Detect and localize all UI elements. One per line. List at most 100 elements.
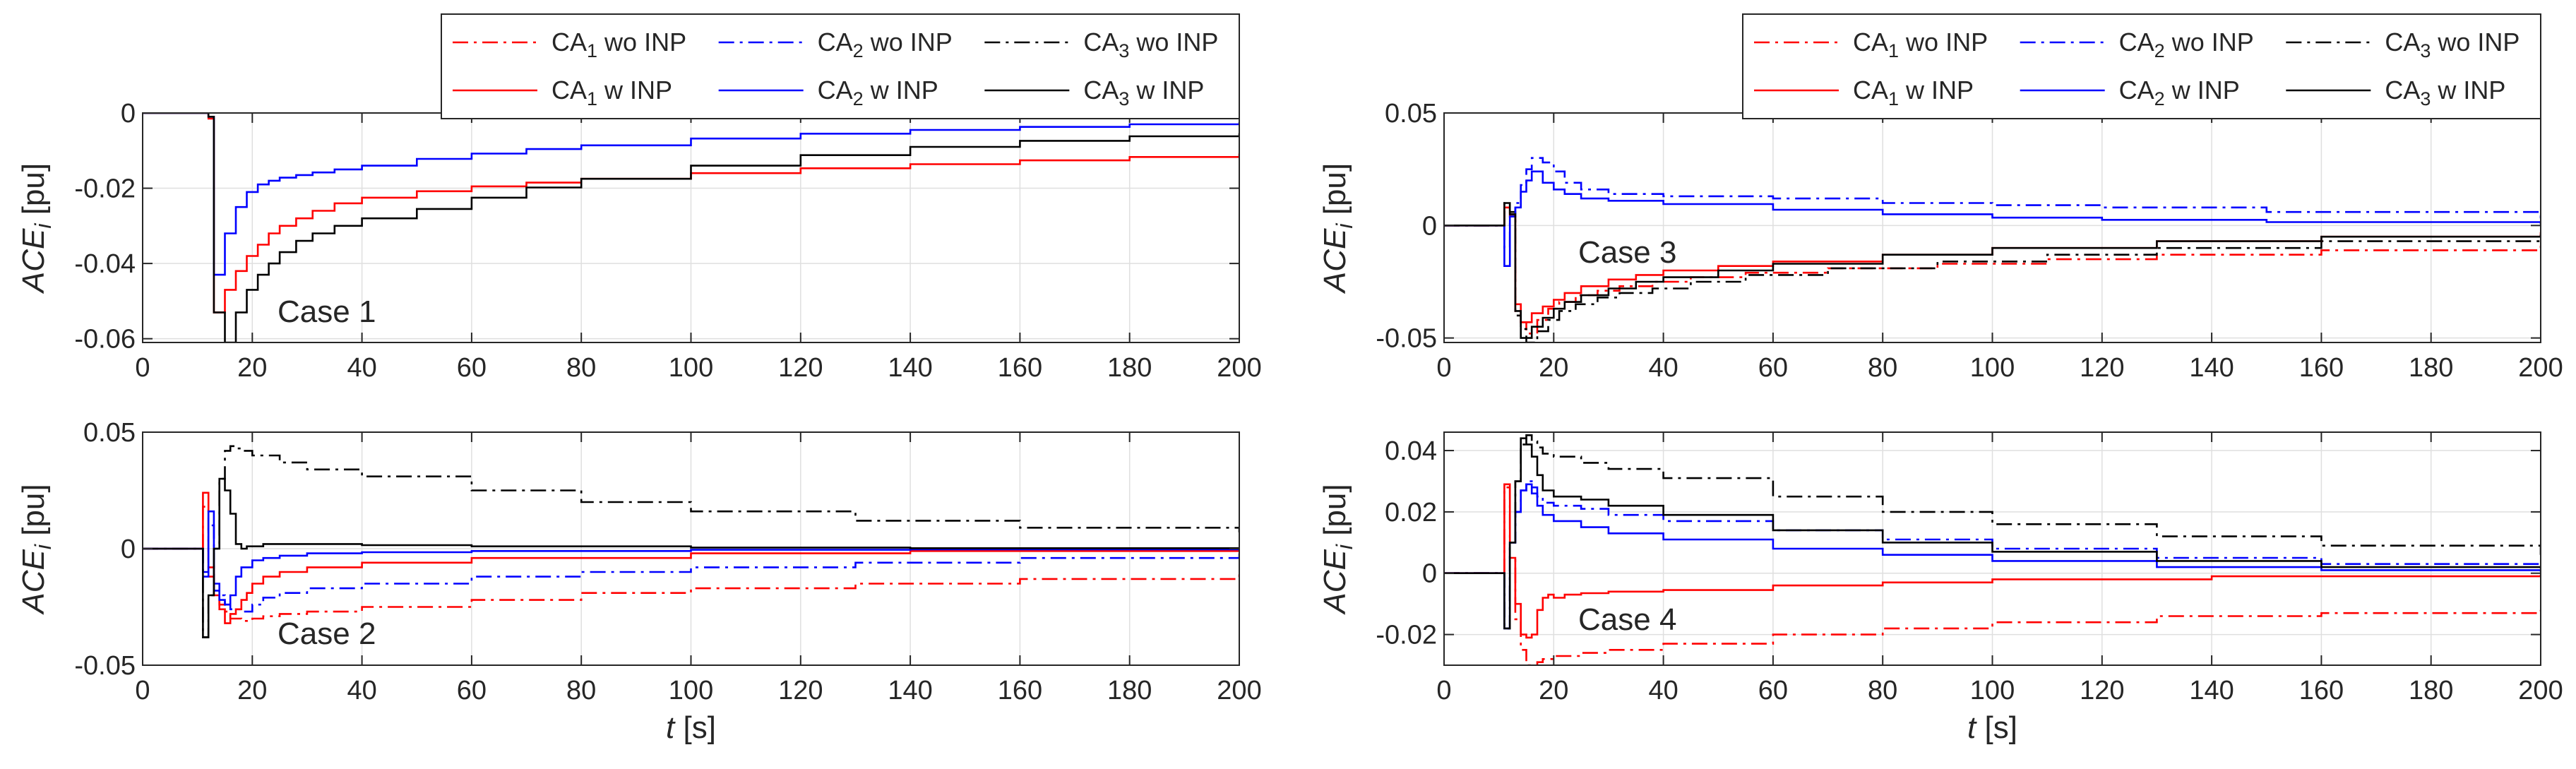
series-group (143, 445, 1239, 638)
x-tick-label: 40 (1648, 353, 1678, 383)
x-tick-label: 40 (1648, 676, 1678, 705)
y-tick-label: -0.04 (74, 249, 136, 279)
y-axis-label: ACEi [pu] (16, 163, 56, 294)
y-tick-label: -0.05 (1376, 324, 1437, 354)
series-line (1444, 206, 2541, 335)
legend-label: CA1 w INP (551, 76, 672, 109)
x-tick-label: 120 (778, 676, 823, 705)
legend: CA1 wo INP CA2 wo INP CA3 wo INP CA1 w INP C… (1742, 13, 2541, 119)
x-tick-label: 100 (1970, 676, 2015, 705)
x-tick-label: 160 (998, 676, 1042, 705)
case-annotation: Case 3 (1578, 235, 1676, 270)
series-group (1444, 434, 2541, 665)
series-line (143, 510, 1239, 606)
x-tick-label: 40 (347, 353, 376, 383)
x-tick-label: 120 (2080, 676, 2124, 705)
series-line (143, 113, 1239, 314)
x-tick-label: 0 (1436, 353, 1451, 383)
x-tick-label: 180 (1107, 353, 1152, 383)
x-tick-label: 20 (237, 676, 267, 705)
legend-label: CA1 wo INP (1853, 28, 1988, 61)
series-line (1444, 202, 2541, 339)
series-line (143, 113, 1239, 342)
x-tick-label: 200 (1217, 676, 1261, 705)
x-tick-label: 140 (888, 676, 932, 705)
x-tick-label: 180 (2409, 676, 2453, 705)
series-line (1444, 483, 2541, 639)
x-tick-label: 60 (457, 676, 487, 705)
x-tick-label: 200 (2518, 353, 2563, 383)
series-line (143, 113, 1239, 276)
x-tick-label: 60 (1758, 353, 1788, 383)
y-tick-label: 0.05 (83, 418, 136, 448)
y-tick-label: -0.02 (1376, 621, 1437, 650)
x-tick-label: 100 (669, 676, 713, 705)
x-tick-label: 0 (135, 676, 150, 705)
x-tick-label: 140 (2189, 676, 2234, 705)
case-annotation: Case 4 (1578, 602, 1676, 637)
x-tick-label: 80 (1868, 676, 1897, 705)
y-axis-label: ACEi [pu] (1318, 484, 1357, 615)
x-axis-label: t [s] (1967, 710, 2017, 745)
y-tick-label: 0.05 (1385, 99, 1437, 129)
y-tick-label: 0 (121, 99, 136, 129)
x-tick-label: 80 (566, 676, 596, 705)
x-tick-label: 0 (135, 353, 150, 383)
y-tick-label: -0.05 (74, 651, 136, 681)
y-tick-label: 0 (1422, 559, 1437, 589)
legend-label: CA1 wo INP (551, 28, 686, 61)
chart-panel-1: 0 20 40 60 80 100 120 140 160 180 200 -0.06 -0.04 -0.… (16, 13, 1262, 383)
y-axis-label: ACEi [pu] (1318, 163, 1357, 294)
x-tick-label: 80 (1868, 353, 1897, 383)
legend-label: CA3 w INP (1083, 76, 1204, 109)
chart-panel-3: 0 20 40 60 80 100 120 140 160 180 200-0.0500.05ACE… (16, 418, 1262, 745)
legend-label: CA2 w INP (2119, 76, 2240, 109)
y-tick-label: 0 (1422, 211, 1437, 241)
x-tick-label: 100 (669, 353, 713, 383)
y-axis-label: ACEi [pu] (16, 484, 56, 615)
x-axis-label: t [s] (666, 710, 716, 745)
legend: CA1 wo INP CA2 wo INP CA3 wo INP CA1 w INP C… (441, 13, 1240, 119)
legend-label: CA3 wo INP (2385, 28, 2520, 61)
legend-box (1742, 13, 2541, 119)
x-tick-label: 20 (1539, 353, 1568, 383)
x-tick-label: 80 (566, 353, 596, 383)
x-tick-label: 180 (2409, 353, 2453, 383)
x-tick-label: 140 (2189, 353, 2234, 383)
x-tick-label: 100 (1970, 353, 2015, 383)
x-tick-label: 40 (347, 676, 376, 705)
y-tick-label: 0 (121, 535, 136, 564)
x-tick-label: 60 (457, 353, 487, 383)
case-annotation: Case 1 (278, 294, 376, 329)
series-group (143, 113, 1239, 342)
series-line (143, 477, 1239, 638)
x-tick-label: 140 (888, 353, 932, 383)
y-tick-label: -0.06 (74, 325, 136, 354)
x-tick-label: 180 (1107, 676, 1152, 705)
series-group (1444, 157, 2541, 342)
legend-label: CA2 wo INP (818, 28, 953, 61)
x-tick-label: 120 (2080, 353, 2124, 383)
legend-label: CA3 w INP (2385, 76, 2505, 109)
case-annotation: Case 2 (278, 616, 376, 651)
x-tick-label: 0 (1436, 676, 1451, 705)
legend-label: CA1 w INP (1853, 76, 1974, 109)
x-tick-label: 60 (1758, 676, 1788, 705)
x-tick-label: 20 (1539, 676, 1568, 705)
legend-label: CA2 w INP (818, 76, 938, 109)
legend-label: CA2 wo INP (2119, 28, 2254, 61)
chart-panel-2: 0 20 40 60 80 100 120 140 160 180 200-0.0500.05ACE… (1318, 13, 2563, 383)
legend-box (441, 13, 1240, 119)
x-tick-label: 200 (1217, 353, 1261, 383)
x-tick-label: 200 (2518, 676, 2563, 705)
x-tick-label: 20 (237, 353, 267, 383)
y-tick-label: 0.04 (1385, 436, 1437, 466)
y-tick-label: 0.02 (1385, 498, 1437, 527)
x-tick-label: 160 (2299, 353, 2344, 383)
x-tick-label: 160 (2299, 676, 2344, 705)
legend-label: CA3 wo INP (1083, 28, 1218, 61)
y-tick-label: -0.02 (74, 174, 136, 204)
chart-panel-4: 0 20 40 60 80 100 120 140 160 180 200 -0.02 0 0.02 0.0… (1318, 431, 2563, 745)
series-line (1444, 437, 2541, 630)
